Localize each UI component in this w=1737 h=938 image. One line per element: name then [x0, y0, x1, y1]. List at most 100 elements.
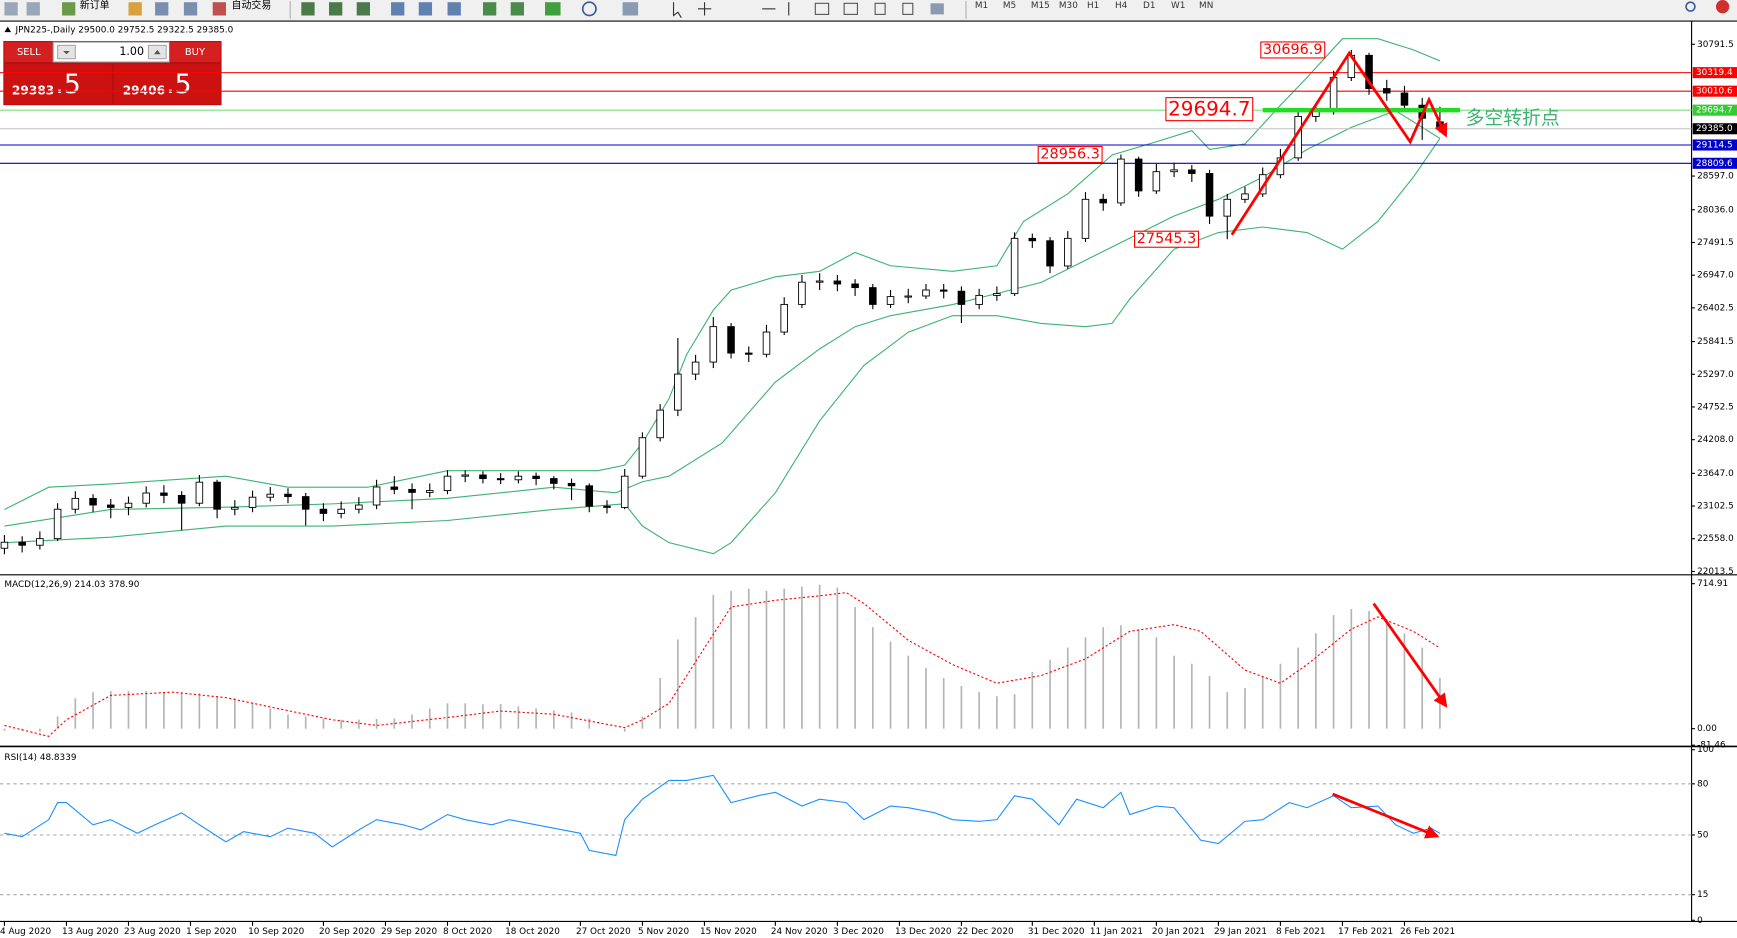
tool-icon[interactable]	[26, 2, 40, 16]
price-annotation: 28956.3	[1040, 146, 1099, 162]
macd-bar	[712, 594, 715, 729]
macd-bar	[854, 606, 856, 729]
candle-body	[1063, 237, 1072, 267]
candle-body	[727, 326, 735, 354]
candle-body	[674, 373, 682, 411]
candle-body	[195, 481, 204, 504]
macd-bar	[74, 698, 77, 729]
timeframe-button[interactable]: M1	[975, 1, 988, 11]
buy-label[interactable]: BUY	[185, 47, 206, 58]
macd-bar	[996, 696, 998, 729]
buy-button[interactable]	[169, 42, 221, 63]
search[interactable]	[1685, 1, 1696, 12]
x-tick-label: 5 Nov 2020	[638, 927, 689, 937]
timeframe-button[interactable]: H1	[1087, 1, 1099, 11]
tool-icon[interactable]	[622, 2, 639, 16]
sell-price-box[interactable]	[4, 64, 112, 105]
tool-icon[interactable]	[183, 2, 198, 16]
tool-icon[interactable]	[843, 2, 858, 15]
toolbar-button[interactable]: 新订单	[80, 0, 110, 12]
macd-bar	[871, 627, 874, 729]
buy-price-fraction[interactable]: .5	[166, 69, 191, 100]
buy-price-box[interactable]	[114, 64, 221, 105]
buy-price[interactable]: 29406	[123, 83, 165, 97]
tool-icon[interactable]	[356, 2, 370, 16]
sell-price-fraction[interactable]: .5	[55, 69, 80, 100]
timeframe-button[interactable]: M30	[1059, 1, 1078, 11]
candle-body	[213, 481, 221, 510]
tool-icon[interactable]	[301, 2, 315, 16]
sell-price[interactable]: 29383	[12, 83, 54, 97]
tool-icon[interactable]	[930, 3, 944, 15]
macd-bar	[1208, 675, 1211, 729]
candle-body	[869, 287, 877, 305]
tool-icon[interactable]	[447, 2, 461, 16]
tool-icon[interactable]	[4, 2, 18, 16]
timeframe-button[interactable]: H4	[1115, 1, 1128, 11]
timeframe-button[interactable]: D1	[1143, 1, 1155, 11]
tool-icon[interactable]	[418, 2, 433, 16]
tool-icon[interactable]	[814, 2, 830, 15]
candle-body	[993, 293, 1001, 296]
macd-bar	[641, 716, 644, 729]
tool-icon[interactable]	[391, 2, 405, 16]
tool-icon[interactable]	[329, 2, 343, 16]
macd-bar	[1439, 677, 1441, 729]
candle-body	[1400, 92, 1409, 106]
timeframe-button[interactable]: M5	[1003, 1, 1016, 11]
candle-body	[762, 331, 771, 355]
tool-icon[interactable]	[128, 2, 142, 16]
toolbar-button[interactable]: 自动交易	[232, 0, 272, 12]
macd-bar	[730, 590, 732, 729]
tool-icon[interactable]	[545, 2, 561, 16]
price-level-tag	[1692, 104, 1737, 116]
tool-icon[interactable]	[902, 2, 914, 15]
cursor-tool[interactable]	[672, 2, 682, 19]
tool-icon[interactable]	[581, 1, 597, 17]
volume-value[interactable]: 1.00	[119, 45, 144, 58]
macd-bar	[1190, 663, 1193, 729]
tool-icon[interactable]	[874, 2, 886, 15]
x-tick-label: 26 Feb 2021	[1400, 927, 1455, 937]
candle-body	[266, 493, 275, 498]
sell-button[interactable]	[4, 42, 54, 63]
tool-icon[interactable]	[212, 2, 226, 16]
candle-body	[160, 492, 168, 496]
x-tick-label: 8 Feb 2021	[1276, 927, 1326, 937]
candle-body	[1134, 158, 1143, 192]
x-tick-label: 20 Jan 2021	[1152, 927, 1205, 937]
candle-body	[142, 492, 150, 504]
candle-body	[1152, 171, 1161, 192]
crosshair-tool[interactable]	[697, 2, 712, 16]
candle-body	[355, 504, 363, 510]
x-tick-label: 31 Dec 2020	[1028, 927, 1085, 937]
macd-bar	[375, 718, 378, 729]
candle-body	[904, 295, 913, 298]
macd-bar	[889, 641, 892, 729]
candle-body	[89, 497, 97, 506]
timeframe-button[interactable]: W1	[1171, 1, 1185, 11]
candle-body	[18, 541, 26, 546]
tool-icon[interactable]	[62, 2, 76, 16]
candle-body	[390, 486, 399, 490]
price-level-tag	[1692, 85, 1737, 97]
tool-icon[interactable]	[155, 2, 169, 16]
timeframe-button[interactable]: MN	[1199, 1, 1213, 11]
macd-bar	[623, 728, 626, 732]
tool-icon[interactable]	[482, 2, 497, 16]
tool-icon[interactable]	[510, 2, 524, 16]
candle-body	[1205, 173, 1214, 217]
candle-body	[815, 280, 824, 283]
sell-label[interactable]: SELL	[17, 47, 41, 58]
notifications[interactable]	[1715, 0, 1730, 14]
macd-bar	[535, 708, 537, 729]
x-tick-label: 24 Nov 2020	[771, 927, 828, 937]
timeframe-button[interactable]: M15	[1031, 1, 1050, 11]
candle-body	[709, 326, 718, 363]
arrow-icon	[153, 49, 161, 55]
macd-bar	[340, 719, 342, 729]
candle-body	[1099, 198, 1107, 204]
y-tick-label: 22013.5	[1697, 567, 1734, 577]
candle-body	[479, 474, 487, 480]
y-tick-label: 30791.5	[1697, 40, 1734, 50]
